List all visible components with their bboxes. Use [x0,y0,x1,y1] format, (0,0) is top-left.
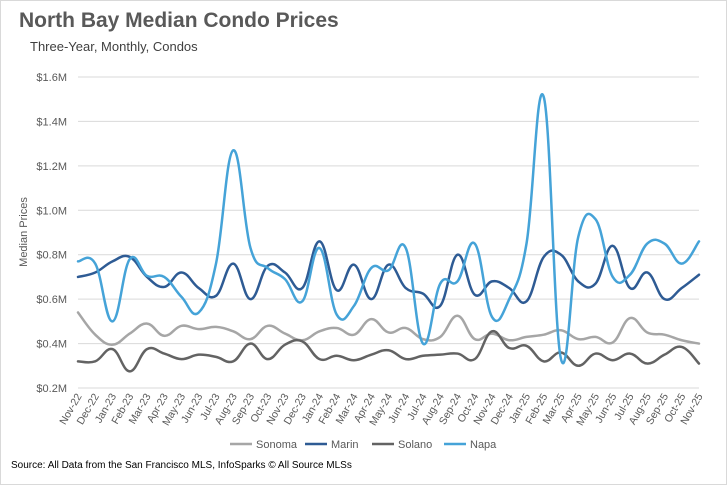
y-tick-label: $1.0M [36,205,67,217]
series-line-sonoma [76,311,701,346]
y-tick-label: $0.4M [36,339,67,351]
legend-label-napa: Napa [470,439,497,451]
chart-title: North Bay Median Condo Prices [19,9,339,32]
gridlines [78,76,699,389]
legend-label-sonoma: Sonoma [256,439,298,451]
y-tick-label: $1.4M [36,116,67,128]
series-line-marin [76,240,701,309]
legend-label-solano: Solano [398,439,432,451]
y-axis-label: Median Prices [18,197,30,267]
source-note: Source: All Data from the San Francisco … [11,460,352,471]
x-axis-ticks: Nov-22Dec-22Jan-23Feb-23Mar-23Apr-23May-… [57,391,705,427]
y-tick-label: $0.6M [36,294,67,306]
y-axis-ticks: $0.2M $0.4M $0.6M $0.8M $1.0M $1.2M $1.4M $1.6M [36,72,67,395]
y-tick-label: $1.6M [36,72,67,84]
y-tick-label: $0.8M [36,250,67,262]
series-lines [76,93,701,373]
series-line-solano [76,330,701,373]
series-line-napa [76,93,701,365]
y-tick-label: $0.2M [36,383,67,395]
chart-subtitle: Three-Year, Monthly, Condos [30,39,198,54]
legend: Sonoma Marin Solano Napa [230,439,497,451]
y-tick-label: $1.2M [36,161,67,173]
legend-label-marin: Marin [331,439,359,451]
